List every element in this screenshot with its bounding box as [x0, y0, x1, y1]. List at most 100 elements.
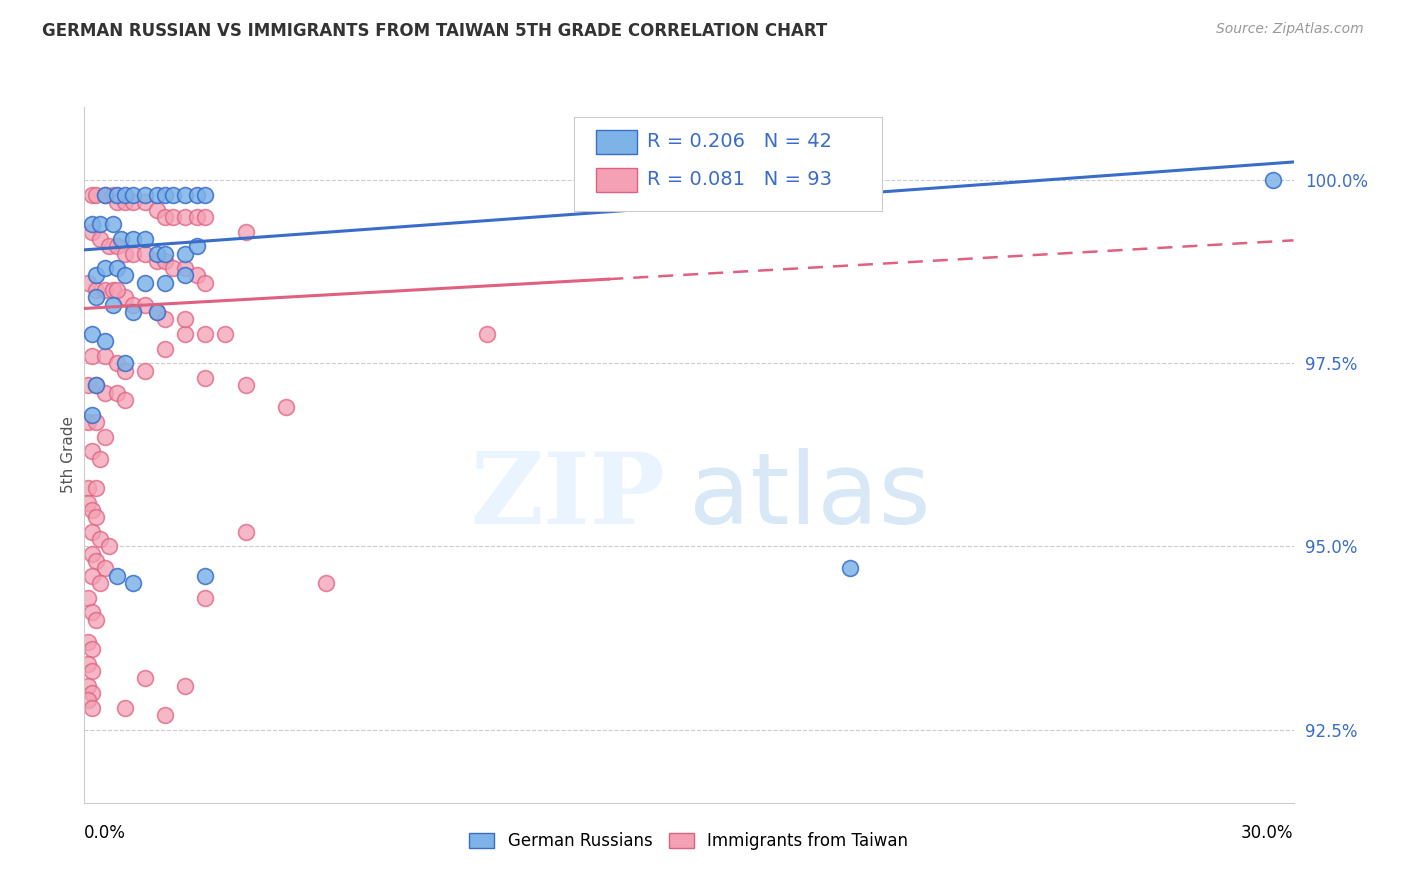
Point — [174, 246, 197, 260]
Point — [82, 547, 104, 561]
Point — [89, 532, 111, 546]
Point — [93, 349, 115, 363]
Point — [162, 210, 184, 224]
Point — [174, 327, 197, 342]
Point — [77, 481, 100, 495]
Point — [77, 415, 100, 429]
Point — [146, 202, 169, 217]
Point — [194, 188, 217, 202]
Point — [101, 298, 124, 312]
Point — [186, 210, 208, 224]
Point — [134, 246, 156, 260]
Point — [134, 188, 156, 202]
Point — [101, 283, 124, 297]
Point — [89, 576, 111, 591]
Point — [153, 253, 176, 268]
FancyBboxPatch shape — [596, 169, 637, 192]
Point — [146, 253, 169, 268]
Point — [114, 356, 136, 370]
Point — [194, 276, 217, 290]
Point — [114, 246, 136, 260]
Point — [93, 188, 115, 202]
Point — [315, 576, 337, 591]
Point — [214, 327, 236, 342]
Point — [93, 334, 115, 349]
Point — [153, 707, 176, 722]
Point — [1263, 173, 1285, 187]
Point — [134, 298, 156, 312]
Point — [105, 188, 128, 202]
Point — [153, 342, 176, 356]
Point — [134, 276, 156, 290]
Point — [194, 591, 217, 605]
Point — [82, 444, 104, 458]
Point — [86, 415, 108, 429]
Point — [121, 232, 143, 246]
Point — [82, 217, 104, 231]
Point — [86, 283, 108, 297]
Point — [82, 700, 104, 714]
Point — [93, 283, 115, 297]
Point — [93, 385, 115, 400]
Point — [86, 378, 108, 392]
Point — [194, 371, 217, 385]
Y-axis label: 5th Grade: 5th Grade — [60, 417, 76, 493]
Point — [186, 188, 208, 202]
Text: R = 0.206   N = 42: R = 0.206 N = 42 — [647, 132, 831, 151]
Point — [194, 210, 217, 224]
Point — [121, 246, 143, 260]
FancyBboxPatch shape — [596, 130, 637, 153]
Point — [82, 225, 104, 239]
Point — [86, 290, 108, 304]
Point — [82, 568, 104, 582]
Point — [93, 261, 115, 276]
Point — [153, 210, 176, 224]
Point — [146, 305, 169, 319]
Point — [101, 188, 124, 202]
Text: 30.0%: 30.0% — [1241, 823, 1294, 842]
Point — [82, 686, 104, 700]
Point — [89, 451, 111, 466]
Point — [77, 378, 100, 392]
Text: Source: ZipAtlas.com: Source: ZipAtlas.com — [1216, 22, 1364, 37]
Point — [153, 312, 176, 326]
Point — [82, 349, 104, 363]
Point — [110, 232, 132, 246]
Point — [77, 657, 100, 671]
Point — [101, 217, 124, 231]
Point — [134, 364, 156, 378]
Point — [89, 217, 111, 231]
Point — [82, 524, 104, 539]
Point — [105, 385, 128, 400]
Point — [93, 429, 115, 443]
Point — [121, 576, 143, 591]
Point — [82, 503, 104, 517]
Point — [82, 408, 104, 422]
Point — [93, 188, 115, 202]
Point — [235, 225, 257, 239]
Point — [134, 195, 156, 210]
Point — [194, 327, 217, 342]
Point — [86, 481, 108, 495]
Point — [77, 679, 100, 693]
Text: ZIP: ZIP — [470, 448, 665, 545]
Point — [86, 554, 108, 568]
Point — [105, 568, 128, 582]
Point — [186, 239, 208, 253]
Point — [194, 568, 217, 582]
Point — [174, 679, 197, 693]
Point — [121, 195, 143, 210]
Point — [146, 188, 169, 202]
Point — [97, 540, 120, 554]
Point — [114, 392, 136, 407]
Point — [146, 305, 169, 319]
Point — [114, 700, 136, 714]
Point — [77, 495, 100, 509]
Point — [82, 642, 104, 657]
Point — [89, 232, 111, 246]
Point — [77, 276, 100, 290]
Point — [153, 246, 176, 260]
Point — [105, 261, 128, 276]
Text: 0.0%: 0.0% — [84, 823, 127, 842]
Point — [105, 283, 128, 297]
